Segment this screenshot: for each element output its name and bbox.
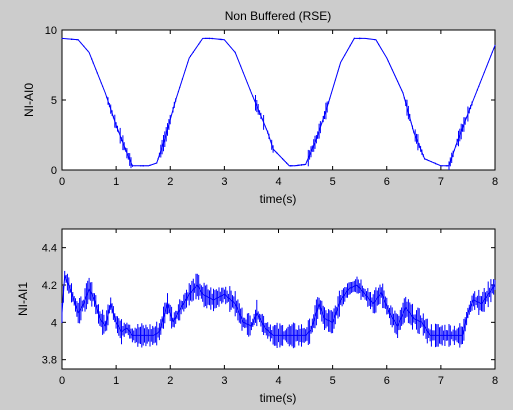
bottom-ticks-group: 0 1 2 3 4 5 6 7 8 3.8 4 4.2 4.4 <box>42 229 498 387</box>
bottom-x-axis-label: time(s) <box>260 391 297 405</box>
top-plot-area <box>61 29 496 171</box>
bottom-plot-area <box>61 228 496 370</box>
bottom-y-axis-label: NI-AI1 <box>16 282 30 316</box>
bottom-x-tick-label: 6 <box>384 375 390 387</box>
bottom-x-tick-label: 8 <box>492 375 498 387</box>
bottom-y-tick-label: 3.8 <box>42 355 57 367</box>
bottom-x-tick-label: 4 <box>275 375 281 387</box>
bottom-noise-group <box>61 270 496 349</box>
top-x-tick-label: 3 <box>221 176 227 188</box>
bottom-x-tick-label: 2 <box>167 375 173 387</box>
bottom-y-tick-label: 4 <box>51 317 57 329</box>
top-x-tick-label: 0 <box>59 176 65 188</box>
bottom-y-tick-label: 4.4 <box>42 243 57 255</box>
top-x-tick-label: 5 <box>330 176 336 188</box>
top-y-tick-label: 0 <box>51 165 57 177</box>
bottom-x-tick-label: 7 <box>438 375 444 387</box>
axes-bottom: 0 1 2 3 4 5 6 7 8 3.8 4 4.2 4.4 time(s) NI-AI1 <box>16 228 498 405</box>
top-x-tick-label: 6 <box>384 176 390 188</box>
top-x-tick-label: 8 <box>492 176 498 188</box>
bottom-x-tick-label: 5 <box>330 375 336 387</box>
bottom-x-tick-label: 3 <box>221 375 227 387</box>
bottom-x-tick-label: 1 <box>113 375 119 387</box>
top-noise-group <box>61 37 496 170</box>
bottom-x-tick-label: 0 <box>59 375 65 387</box>
top-x-tick-label: 4 <box>275 176 281 188</box>
top-x-axis-label: time(s) <box>260 192 297 206</box>
top-x-tick-label: 7 <box>438 176 444 188</box>
axes-top: Non Buffered (RSE) 0 1 2 3 4 5 6 7 8 0 5 10 time(s)… <box>22 9 498 206</box>
top-y-tick-label: 10 <box>45 25 57 37</box>
top-chart-title: Non Buffered (RSE) <box>225 9 332 23</box>
bottom-y-tick-label: 4.2 <box>42 280 57 292</box>
top-x-tick-label: 1 <box>113 176 119 188</box>
top-ticks-group: 0 1 2 3 4 5 6 7 8 0 5 10 <box>45 25 498 188</box>
top-y-axis-label: NI-AI0 <box>22 83 36 117</box>
top-x-tick-label: 2 <box>167 176 173 188</box>
top-y-tick-label: 5 <box>51 95 57 107</box>
